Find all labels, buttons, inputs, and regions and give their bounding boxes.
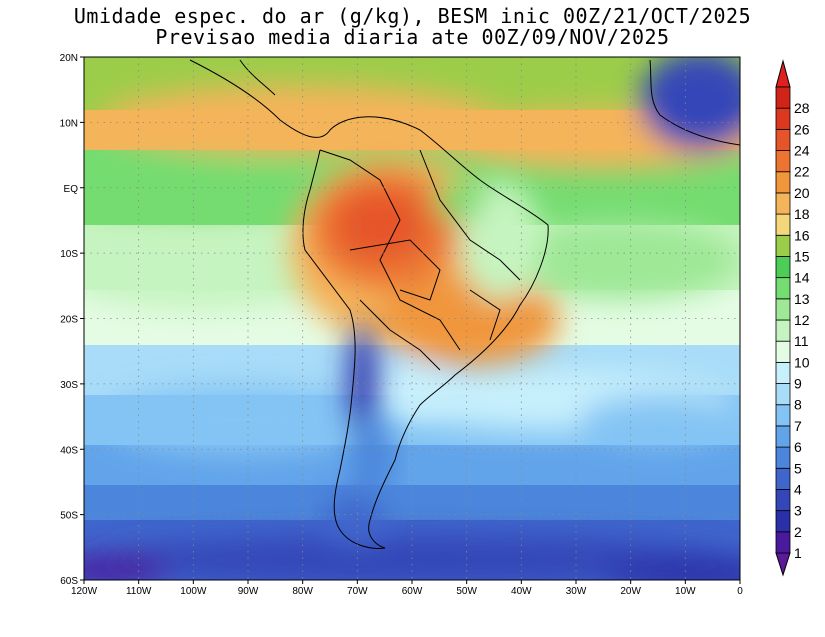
- colorbar-label: 18: [794, 206, 810, 222]
- map-grid: [84, 57, 740, 580]
- colorbar-swatch: [775, 213, 791, 236]
- colorbar-swatch: [775, 298, 791, 321]
- colorbar-swatch: [775, 319, 791, 342]
- colorbar-label: 26: [794, 121, 810, 137]
- y-tick-label: 20S: [60, 315, 78, 326]
- x-tick-label: 60W: [402, 586, 423, 597]
- colorbar-swatch: [775, 340, 791, 363]
- colorbar-label: 14: [794, 270, 810, 286]
- colorbar-label: 28: [794, 100, 810, 116]
- y-tick-label: 10S: [60, 249, 78, 260]
- x-tick-label: 70W: [347, 586, 368, 597]
- colorbar-label: 3: [794, 503, 802, 519]
- x-axis: 120W 110W 100W 90W 80W 70W 60W 50W 40W 30W 20W 10W 0: [71, 580, 743, 597]
- colorbar-swatch: [775, 404, 791, 427]
- colorbar-swatch: [775, 234, 791, 257]
- colorbar-label: 7: [794, 418, 802, 434]
- y-tick-label: 10N: [60, 118, 78, 129]
- x-tick-label: 80W: [292, 586, 313, 597]
- colorbar-label: 12: [794, 312, 810, 328]
- colorbar-label: 5: [794, 460, 802, 476]
- colorbar-label: 11: [794, 333, 809, 349]
- y-axis: 20N 10N EQ 10S 20S 30S 40S 50S 60S: [60, 53, 84, 587]
- x-tick-label: 50W: [456, 586, 477, 597]
- colorbar-label: 22: [794, 164, 810, 180]
- x-tick-label: 110W: [126, 586, 152, 597]
- colorbar-swatch: [775, 361, 791, 384]
- x-tick-label: 90W: [238, 586, 259, 597]
- colorbar-label: 2: [794, 524, 802, 540]
- colorbar-swatch: [775, 383, 791, 406]
- colorbar-swatch: [775, 531, 791, 554]
- colorbar-label: 8: [794, 397, 802, 413]
- colorbar-label: 20: [794, 185, 810, 201]
- x-tick-label: 30W: [566, 586, 587, 597]
- colorbar-swatch: [775, 128, 791, 151]
- colorbar-label: 15: [794, 248, 810, 264]
- coastlines: [189, 59, 740, 549]
- colorbar-swatch: [775, 192, 791, 215]
- colorbar-swatch: [775, 510, 791, 533]
- colorbar-label: 24: [794, 143, 810, 159]
- colorbar-swatch: [775, 86, 791, 109]
- x-tick-label: 40W: [511, 586, 532, 597]
- colorbar-swatch: [775, 489, 791, 512]
- colorbar-swatch: [775, 171, 791, 194]
- colorbar-label: 16: [794, 227, 810, 243]
- y-tick-label: 60S: [60, 576, 78, 587]
- colorbar-swatch: [775, 467, 791, 490]
- colorbar-label: 10: [794, 354, 810, 370]
- colorbar-swatch: [775, 107, 791, 130]
- colorbar-over-arrow: [775, 59, 791, 88]
- y-tick-label: 30S: [60, 380, 78, 391]
- colorbar-swatch: [775, 425, 791, 448]
- x-tick-label: 0: [737, 586, 743, 597]
- y-tick-label: EQ: [64, 184, 79, 195]
- x-tick-label: 120W: [71, 586, 98, 597]
- y-tick-label: 50S: [60, 511, 78, 522]
- colorbar-swatch: [775, 150, 791, 173]
- colorbar-label: 4: [794, 481, 802, 497]
- colorbar-label: 6: [794, 439, 802, 455]
- colorbar-under-arrow: [775, 552, 791, 577]
- chart-subtitle: Previsao media diaria ate 00Z/09/NOV/202…: [155, 25, 670, 49]
- x-tick-label: 10W: [675, 586, 696, 597]
- colorbar-swatch: [775, 277, 791, 300]
- colorbar-swatch: [775, 446, 791, 469]
- chart-title: Umidade espec. do ar (g/kg), BESM inic 0…: [73, 4, 752, 28]
- colorbar-swatch: [775, 256, 791, 279]
- colorbar-label: 1: [794, 545, 802, 561]
- x-tick-label: 20W: [620, 586, 641, 597]
- colorbar-label: 13: [794, 291, 810, 307]
- colorbar-label: 9: [794, 376, 802, 392]
- y-tick-label: 20N: [60, 53, 78, 64]
- x-tick-label: 100W: [180, 586, 207, 597]
- y-tick-label: 40S: [60, 445, 78, 456]
